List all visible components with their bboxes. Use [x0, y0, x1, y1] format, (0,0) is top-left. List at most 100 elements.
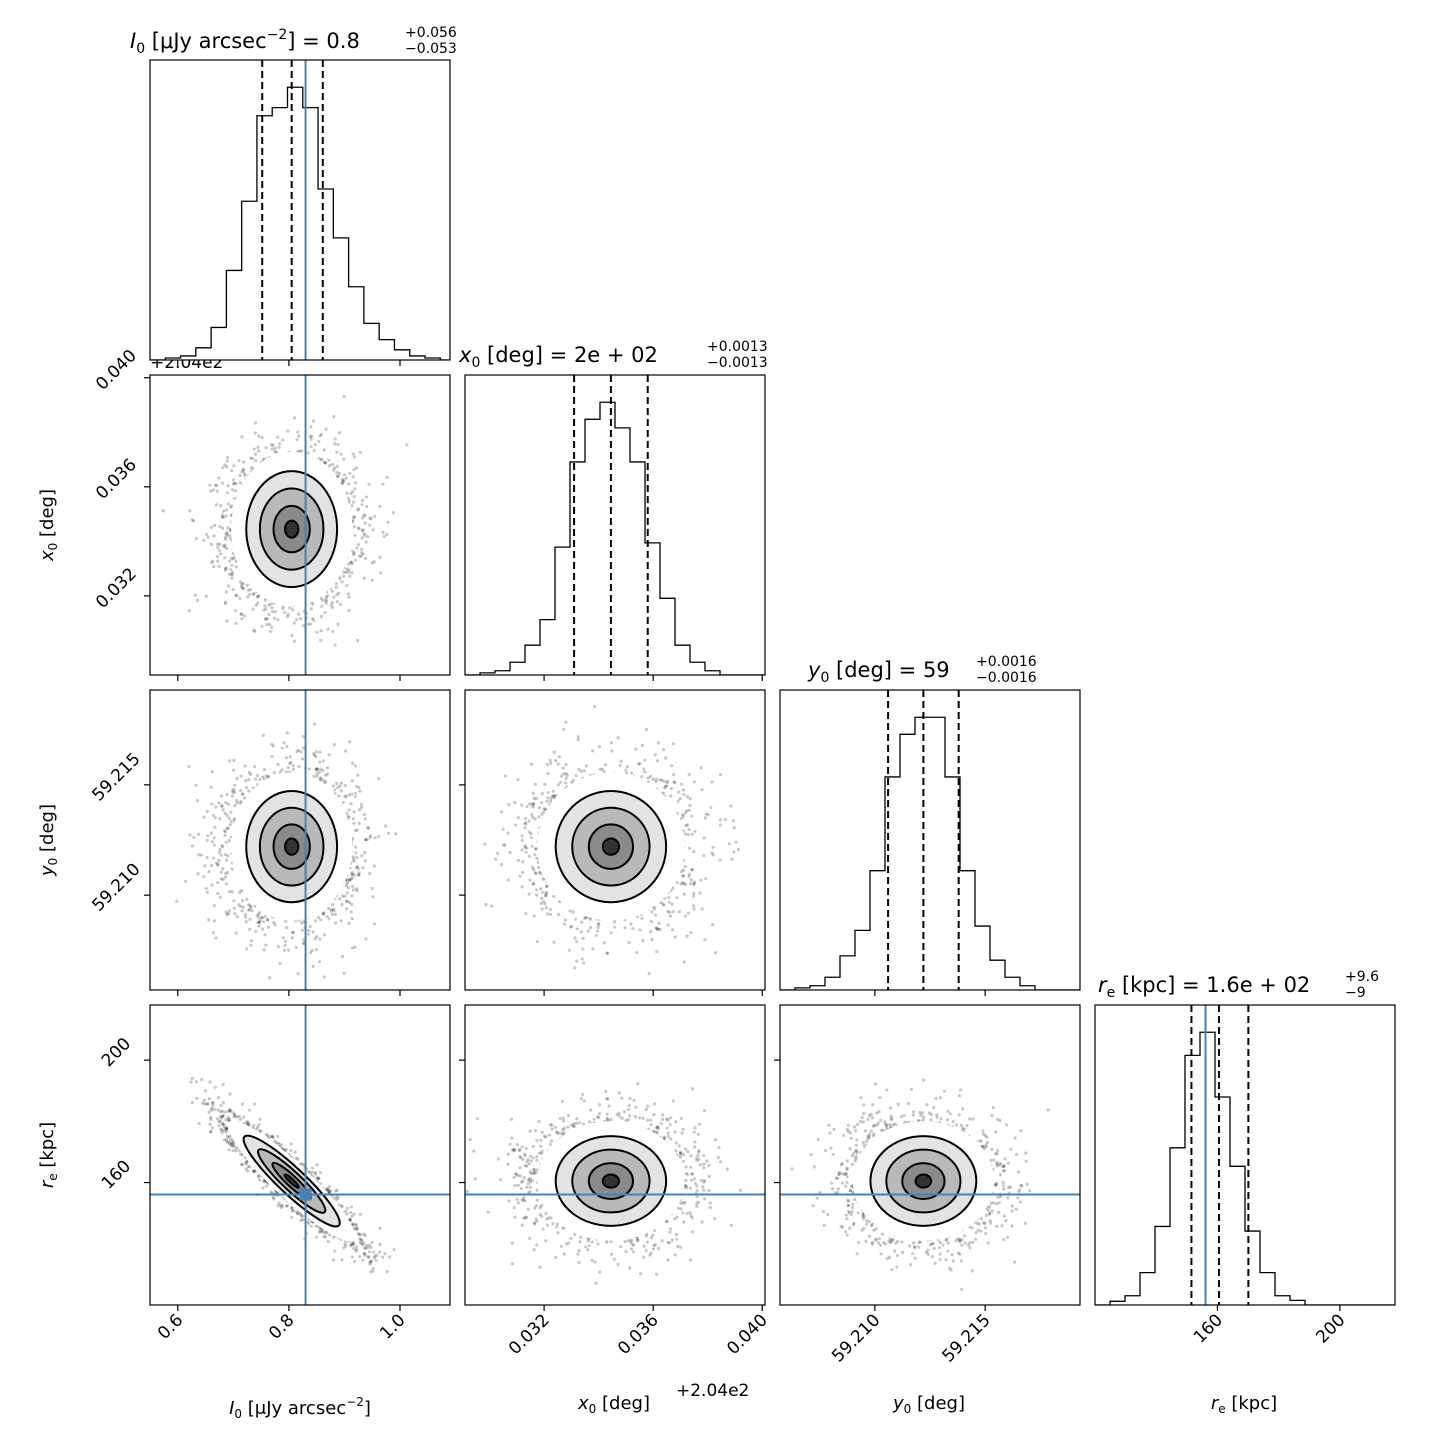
sample-point — [207, 918, 211, 922]
sample-point — [370, 578, 374, 582]
sample-point — [300, 757, 304, 761]
sample-point — [350, 562, 354, 566]
sample-point — [365, 504, 369, 509]
sample-point — [347, 793, 351, 797]
sample-point — [311, 930, 315, 934]
sample-point — [342, 457, 346, 461]
sample-point — [324, 595, 329, 600]
sample-point — [269, 629, 273, 634]
sample-point — [370, 561, 374, 565]
sample-point — [270, 610, 274, 614]
sample-point — [284, 770, 288, 774]
sample-point — [344, 884, 348, 888]
sample-point — [297, 765, 301, 769]
sample-point — [225, 546, 229, 551]
sample-point — [281, 607, 285, 611]
sample-point — [265, 622, 269, 627]
sample-point — [346, 886, 351, 890]
hist-step-I0 — [150, 86, 450, 360]
sample-point — [315, 771, 319, 776]
sample-point — [338, 784, 342, 788]
sample-point — [360, 536, 364, 540]
sample-point — [363, 851, 367, 855]
sample-point — [354, 865, 359, 869]
sample-point — [367, 482, 371, 487]
sample-point — [234, 621, 238, 626]
sample-point — [378, 555, 382, 559]
sample-point — [338, 602, 343, 606]
sample-point — [356, 773, 360, 777]
sample-point — [190, 844, 195, 848]
sample-point — [351, 761, 355, 765]
sample-point — [323, 781, 327, 785]
sample-point — [291, 767, 295, 771]
sample-point — [217, 850, 221, 854]
sample-point — [253, 452, 258, 456]
sample-point — [221, 465, 225, 470]
sample-point — [319, 614, 324, 619]
sample-point — [285, 731, 289, 735]
sample-point — [353, 828, 358, 833]
sample-point — [230, 572, 234, 576]
sample-point — [268, 622, 272, 626]
sample-point — [161, 509, 165, 513]
hist-group-I0 — [150, 60, 450, 360]
sample-point — [204, 886, 208, 891]
sample-point — [231, 790, 235, 795]
sample-point — [226, 502, 230, 506]
sample-point — [217, 801, 221, 805]
sample-point — [206, 834, 210, 838]
sample-point — [359, 805, 364, 809]
sample-point — [346, 592, 350, 596]
sample-point — [356, 865, 360, 869]
sample-point — [239, 799, 243, 804]
sample-point — [290, 936, 294, 940]
sample-point — [195, 798, 200, 803]
sample-point — [351, 518, 355, 522]
sample-point — [225, 826, 230, 831]
sample-point — [249, 905, 253, 909]
sample-point — [225, 619, 229, 623]
sample-point — [309, 607, 313, 611]
sample-point — [257, 920, 261, 924]
sample-point — [225, 813, 229, 818]
sample-point — [262, 948, 266, 952]
sample-point — [205, 890, 210, 895]
sample-point — [325, 772, 330, 776]
sample-point — [253, 431, 257, 435]
sample-point — [257, 434, 261, 438]
sample-point — [232, 899, 236, 903]
sample-point — [247, 908, 251, 913]
sample-point — [361, 552, 365, 556]
sample-point — [240, 617, 244, 621]
sample-point — [276, 618, 280, 622]
sample-point — [232, 481, 236, 485]
hist-group-x0 — [465, 375, 765, 675]
sample-point — [335, 474, 340, 478]
sample-point — [364, 937, 368, 941]
sample-point — [217, 858, 221, 862]
sample-point — [372, 922, 377, 926]
sample-point — [216, 545, 220, 550]
sample-point — [315, 767, 320, 772]
sample-point — [285, 744, 289, 748]
sample-point — [301, 734, 306, 739]
sample-point — [341, 478, 345, 482]
sample-point — [233, 496, 237, 501]
sample-point — [188, 833, 192, 837]
sample-point — [335, 593, 339, 597]
sample-point — [224, 801, 228, 805]
sample-point — [239, 580, 243, 584]
sample-point — [366, 825, 370, 829]
sample-point — [258, 777, 262, 782]
sample-point — [297, 612, 301, 616]
sample-point — [223, 600, 228, 604]
sample-point — [366, 826, 370, 831]
sample-point — [336, 622, 340, 626]
sample-point — [311, 419, 316, 423]
hist-panel-bg-re — [1095, 1005, 1395, 1305]
sample-point — [356, 543, 361, 547]
sample-point — [332, 468, 336, 472]
sample-point — [224, 858, 229, 862]
